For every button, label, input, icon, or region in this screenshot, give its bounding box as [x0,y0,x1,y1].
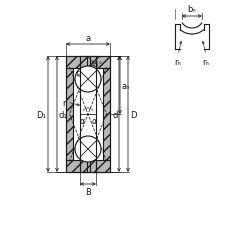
Polygon shape [89,57,95,69]
Polygon shape [66,160,109,172]
Text: 45°: 45° [91,62,103,68]
Text: α: α [79,116,84,125]
Polygon shape [80,160,86,172]
Polygon shape [80,57,86,69]
Circle shape [75,67,101,93]
Text: rₙ: rₙ [174,58,181,67]
Text: B: B [85,187,90,196]
Polygon shape [66,57,109,69]
Polygon shape [66,69,73,160]
Polygon shape [103,69,109,160]
Polygon shape [89,160,95,172]
Text: a: a [85,34,90,43]
Text: D: D [129,110,136,119]
Text: D₁: D₁ [36,110,46,119]
Text: bₙ: bₙ [187,5,196,14]
Circle shape [75,136,101,162]
Text: α: α [91,116,96,125]
Text: rₙ: rₙ [202,58,209,67]
Text: r: r [75,69,78,78]
Text: d: d [112,110,117,119]
Text: r: r [62,98,66,107]
Text: d₁: d₁ [58,110,66,119]
Text: aₙ: aₙ [121,81,130,90]
